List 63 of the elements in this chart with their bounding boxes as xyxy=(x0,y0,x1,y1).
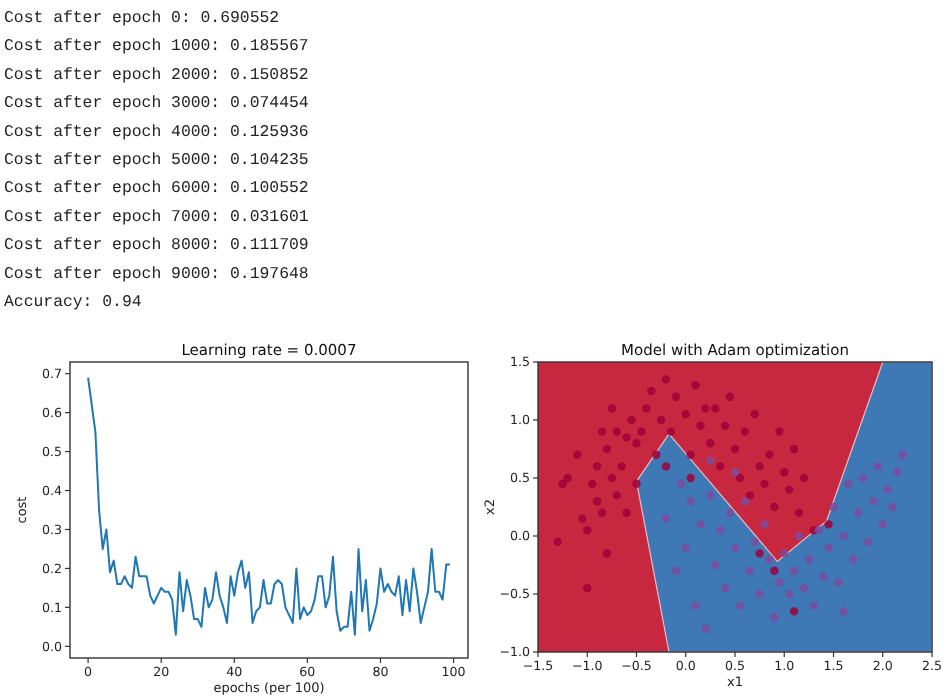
point xyxy=(883,485,892,494)
point xyxy=(863,537,873,546)
point xyxy=(775,578,784,587)
point xyxy=(824,543,833,552)
point xyxy=(701,624,710,633)
point xyxy=(686,497,695,506)
point xyxy=(858,473,868,483)
point xyxy=(814,526,823,535)
point xyxy=(706,491,715,500)
text: Cost after epoch 1000: 0.185567 xyxy=(4,38,309,57)
point xyxy=(878,520,887,529)
point xyxy=(868,497,878,506)
point xyxy=(839,531,848,541)
point xyxy=(893,468,902,477)
point xyxy=(794,531,804,541)
point xyxy=(671,566,681,575)
point xyxy=(691,601,700,610)
point xyxy=(755,589,764,599)
point xyxy=(696,520,705,529)
text: Cost after epoch 4000: 0.125936 xyxy=(4,123,309,142)
point xyxy=(725,508,735,517)
point xyxy=(888,502,897,512)
point xyxy=(760,520,769,529)
text: Cost after epoch 5000: 0.104235 xyxy=(4,152,309,170)
point xyxy=(839,607,848,616)
point xyxy=(765,555,774,564)
point xyxy=(784,589,794,599)
point xyxy=(706,456,715,465)
point xyxy=(681,543,690,552)
point xyxy=(844,479,853,488)
text: Cost after epoch 8000: 0.111709 xyxy=(4,237,309,256)
point xyxy=(730,468,740,477)
text: Accuracy: 0.94 xyxy=(4,294,142,312)
text: Cost after epoch 3000: 0.074454 xyxy=(4,95,309,114)
point xyxy=(829,502,838,512)
point xyxy=(804,555,814,564)
point xyxy=(789,566,799,575)
point xyxy=(750,537,759,546)
point xyxy=(799,584,809,593)
text: Cost after epoch 2000: 0.150852 xyxy=(4,66,309,85)
point xyxy=(716,526,725,535)
point xyxy=(853,508,863,517)
text: Cost after epoch 0: 0.690552 xyxy=(4,10,280,28)
point xyxy=(780,549,789,558)
point xyxy=(730,543,740,552)
line-series xyxy=(87,376,451,636)
point xyxy=(898,450,907,459)
text: Cost after epoch 9000: 0.197648 xyxy=(4,265,309,284)
point xyxy=(720,584,730,593)
point xyxy=(661,514,671,523)
point xyxy=(849,555,858,564)
point xyxy=(770,613,779,622)
text: Cost after epoch 6000: 0.100552 xyxy=(4,180,309,199)
point xyxy=(819,572,828,581)
point xyxy=(711,560,720,570)
point xyxy=(735,601,745,610)
point xyxy=(834,578,843,587)
point xyxy=(676,479,686,488)
point xyxy=(809,601,818,610)
point xyxy=(873,462,883,471)
point xyxy=(745,566,754,575)
text: Cost after epoch 7000: 0.031601 xyxy=(4,208,309,227)
point xyxy=(740,497,750,506)
